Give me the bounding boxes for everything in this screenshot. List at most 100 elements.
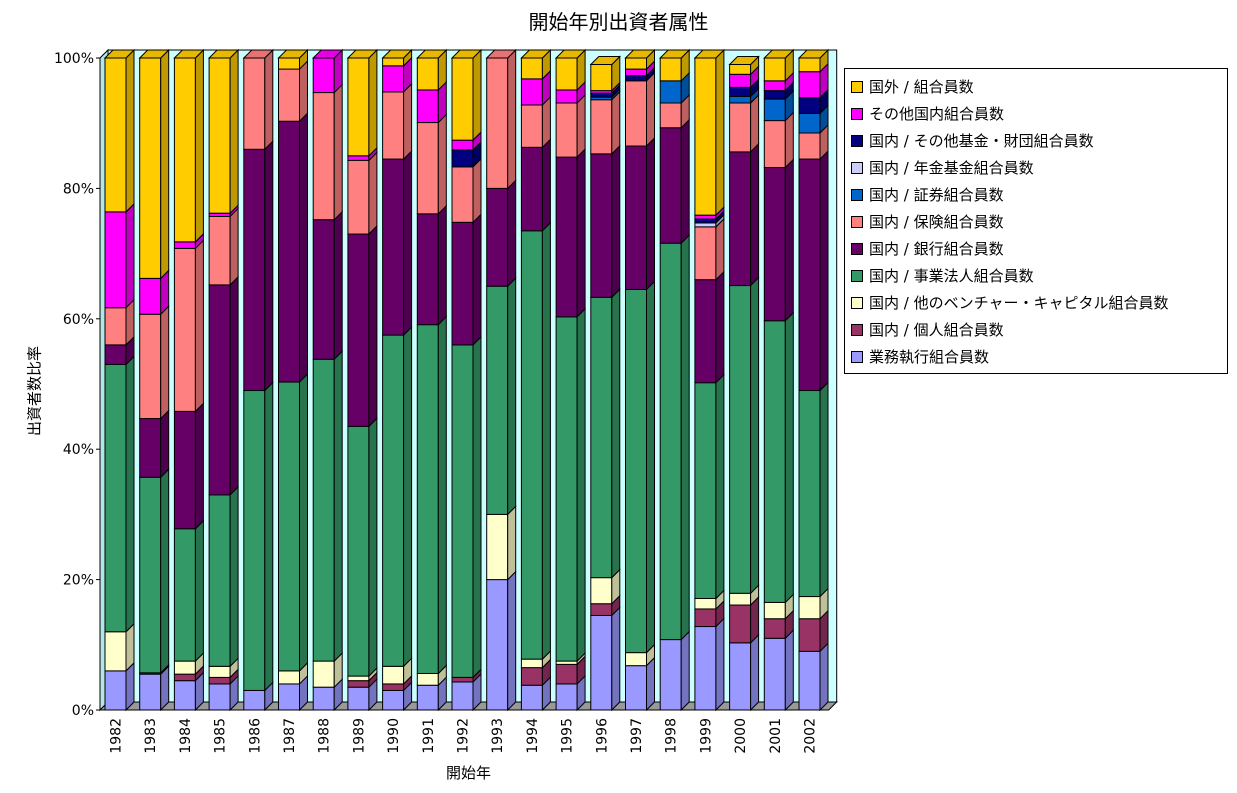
legend-item: 国内 / 個人組合員数 — [851, 316, 1227, 343]
bar-segment — [382, 82, 413, 161]
bar-side — [125, 202, 135, 309]
bar-segment — [555, 93, 586, 159]
bar-segment — [520, 138, 551, 232]
bar-side — [472, 157, 482, 224]
bar-segment — [763, 89, 794, 122]
y-tick-label: 20% — [63, 573, 94, 589]
bar-side — [750, 93, 760, 154]
x-tick-label: 1983 — [143, 718, 159, 754]
bar-front — [729, 95, 752, 104]
bar-segment — [416, 676, 447, 712]
bar-front — [590, 577, 613, 605]
bar-segment — [659, 118, 690, 245]
x-tick-label: 2001 — [768, 718, 784, 754]
x-tick-label: 1992 — [456, 718, 472, 754]
bar-segment — [798, 88, 829, 115]
bar-segment — [347, 151, 378, 236]
bar-front — [798, 112, 821, 134]
bar-segment — [382, 657, 413, 686]
bar-segment — [694, 270, 725, 384]
bar-side — [299, 112, 308, 384]
bar-front — [694, 608, 717, 628]
bar-front — [520, 684, 543, 711]
bar-segment — [312, 350, 343, 663]
legend-swatch — [851, 188, 863, 201]
bar-side — [403, 82, 413, 161]
bar-side — [125, 48, 135, 214]
bar-front — [590, 614, 613, 711]
bar-segment — [173, 402, 204, 530]
bar-front — [798, 618, 821, 652]
bar-segment — [694, 48, 725, 217]
bar-front — [486, 57, 509, 189]
bar-segment — [729, 633, 760, 712]
bar-segment — [659, 48, 690, 83]
bar-front — [347, 159, 370, 235]
legend-label: 国内 / 銀行組合員数 — [869, 240, 1004, 258]
bar-stack-1994 — [520, 48, 552, 712]
bar-segment — [798, 149, 829, 392]
bar-segment — [382, 681, 413, 712]
bar-side — [229, 275, 239, 497]
bar-segment — [208, 275, 239, 497]
bar-side — [194, 239, 204, 413]
bar-top — [624, 49, 656, 59]
bar-front — [382, 57, 405, 67]
bar-segment — [590, 288, 621, 579]
bar-segment — [382, 149, 413, 337]
bar-segment — [416, 48, 447, 92]
bar-side — [368, 151, 378, 236]
bar-segment — [208, 674, 239, 712]
bar-segment — [520, 69, 551, 107]
bar-side — [229, 485, 239, 668]
bar-front — [555, 89, 578, 104]
x-tick-label: 1982 — [109, 718, 125, 754]
bar-front — [173, 247, 196, 412]
bar-front — [208, 676, 231, 685]
bar-side — [160, 468, 170, 675]
bar-stack-1999 — [693, 48, 726, 712]
bar-side — [299, 59, 308, 123]
bar-front — [347, 57, 370, 157]
x-tick-label: 1988 — [317, 718, 333, 754]
bar-front — [451, 149, 474, 168]
bar-segment — [347, 48, 378, 158]
bar-side — [576, 93, 586, 159]
bar-segment — [416, 113, 447, 216]
bar-front — [798, 71, 821, 99]
bar-front — [763, 80, 786, 92]
bar-segment — [798, 609, 829, 653]
bar-top — [173, 49, 205, 59]
bar-front — [729, 592, 752, 606]
bar-front — [139, 673, 162, 711]
bar-front — [347, 233, 370, 427]
legend-label: 業務執行組合員数 — [869, 348, 990, 366]
bar-front — [139, 418, 162, 478]
bar-segment — [625, 656, 655, 712]
bar-front — [416, 672, 439, 686]
bar-front — [243, 57, 266, 150]
bar-front — [798, 132, 821, 160]
bar-side — [576, 307, 586, 663]
bar-segment — [798, 62, 829, 99]
bar-segment — [208, 207, 239, 287]
bar-front — [590, 92, 613, 98]
bar-side — [715, 617, 725, 712]
bar-side — [611, 288, 621, 579]
legend-label: 国内 / 事業法人組合員数 — [869, 267, 1034, 285]
bar-front — [659, 80, 682, 104]
x-tick-label: 1999 — [698, 718, 714, 754]
y-tick-label: 100% — [54, 51, 94, 67]
bar-top — [242, 49, 275, 59]
y-tick-label: 0% — [72, 703, 94, 719]
bar-front — [729, 86, 752, 97]
bar-front — [278, 670, 300, 685]
legend-label: その他国内組合員数 — [869, 105, 1005, 123]
bar-front — [694, 279, 717, 384]
bar-side — [646, 280, 655, 654]
bar-segment — [243, 48, 274, 151]
bar-top — [554, 49, 587, 59]
bar-segment — [486, 48, 517, 190]
bar-front — [243, 390, 266, 691]
bar-stack-1982 — [103, 48, 136, 712]
